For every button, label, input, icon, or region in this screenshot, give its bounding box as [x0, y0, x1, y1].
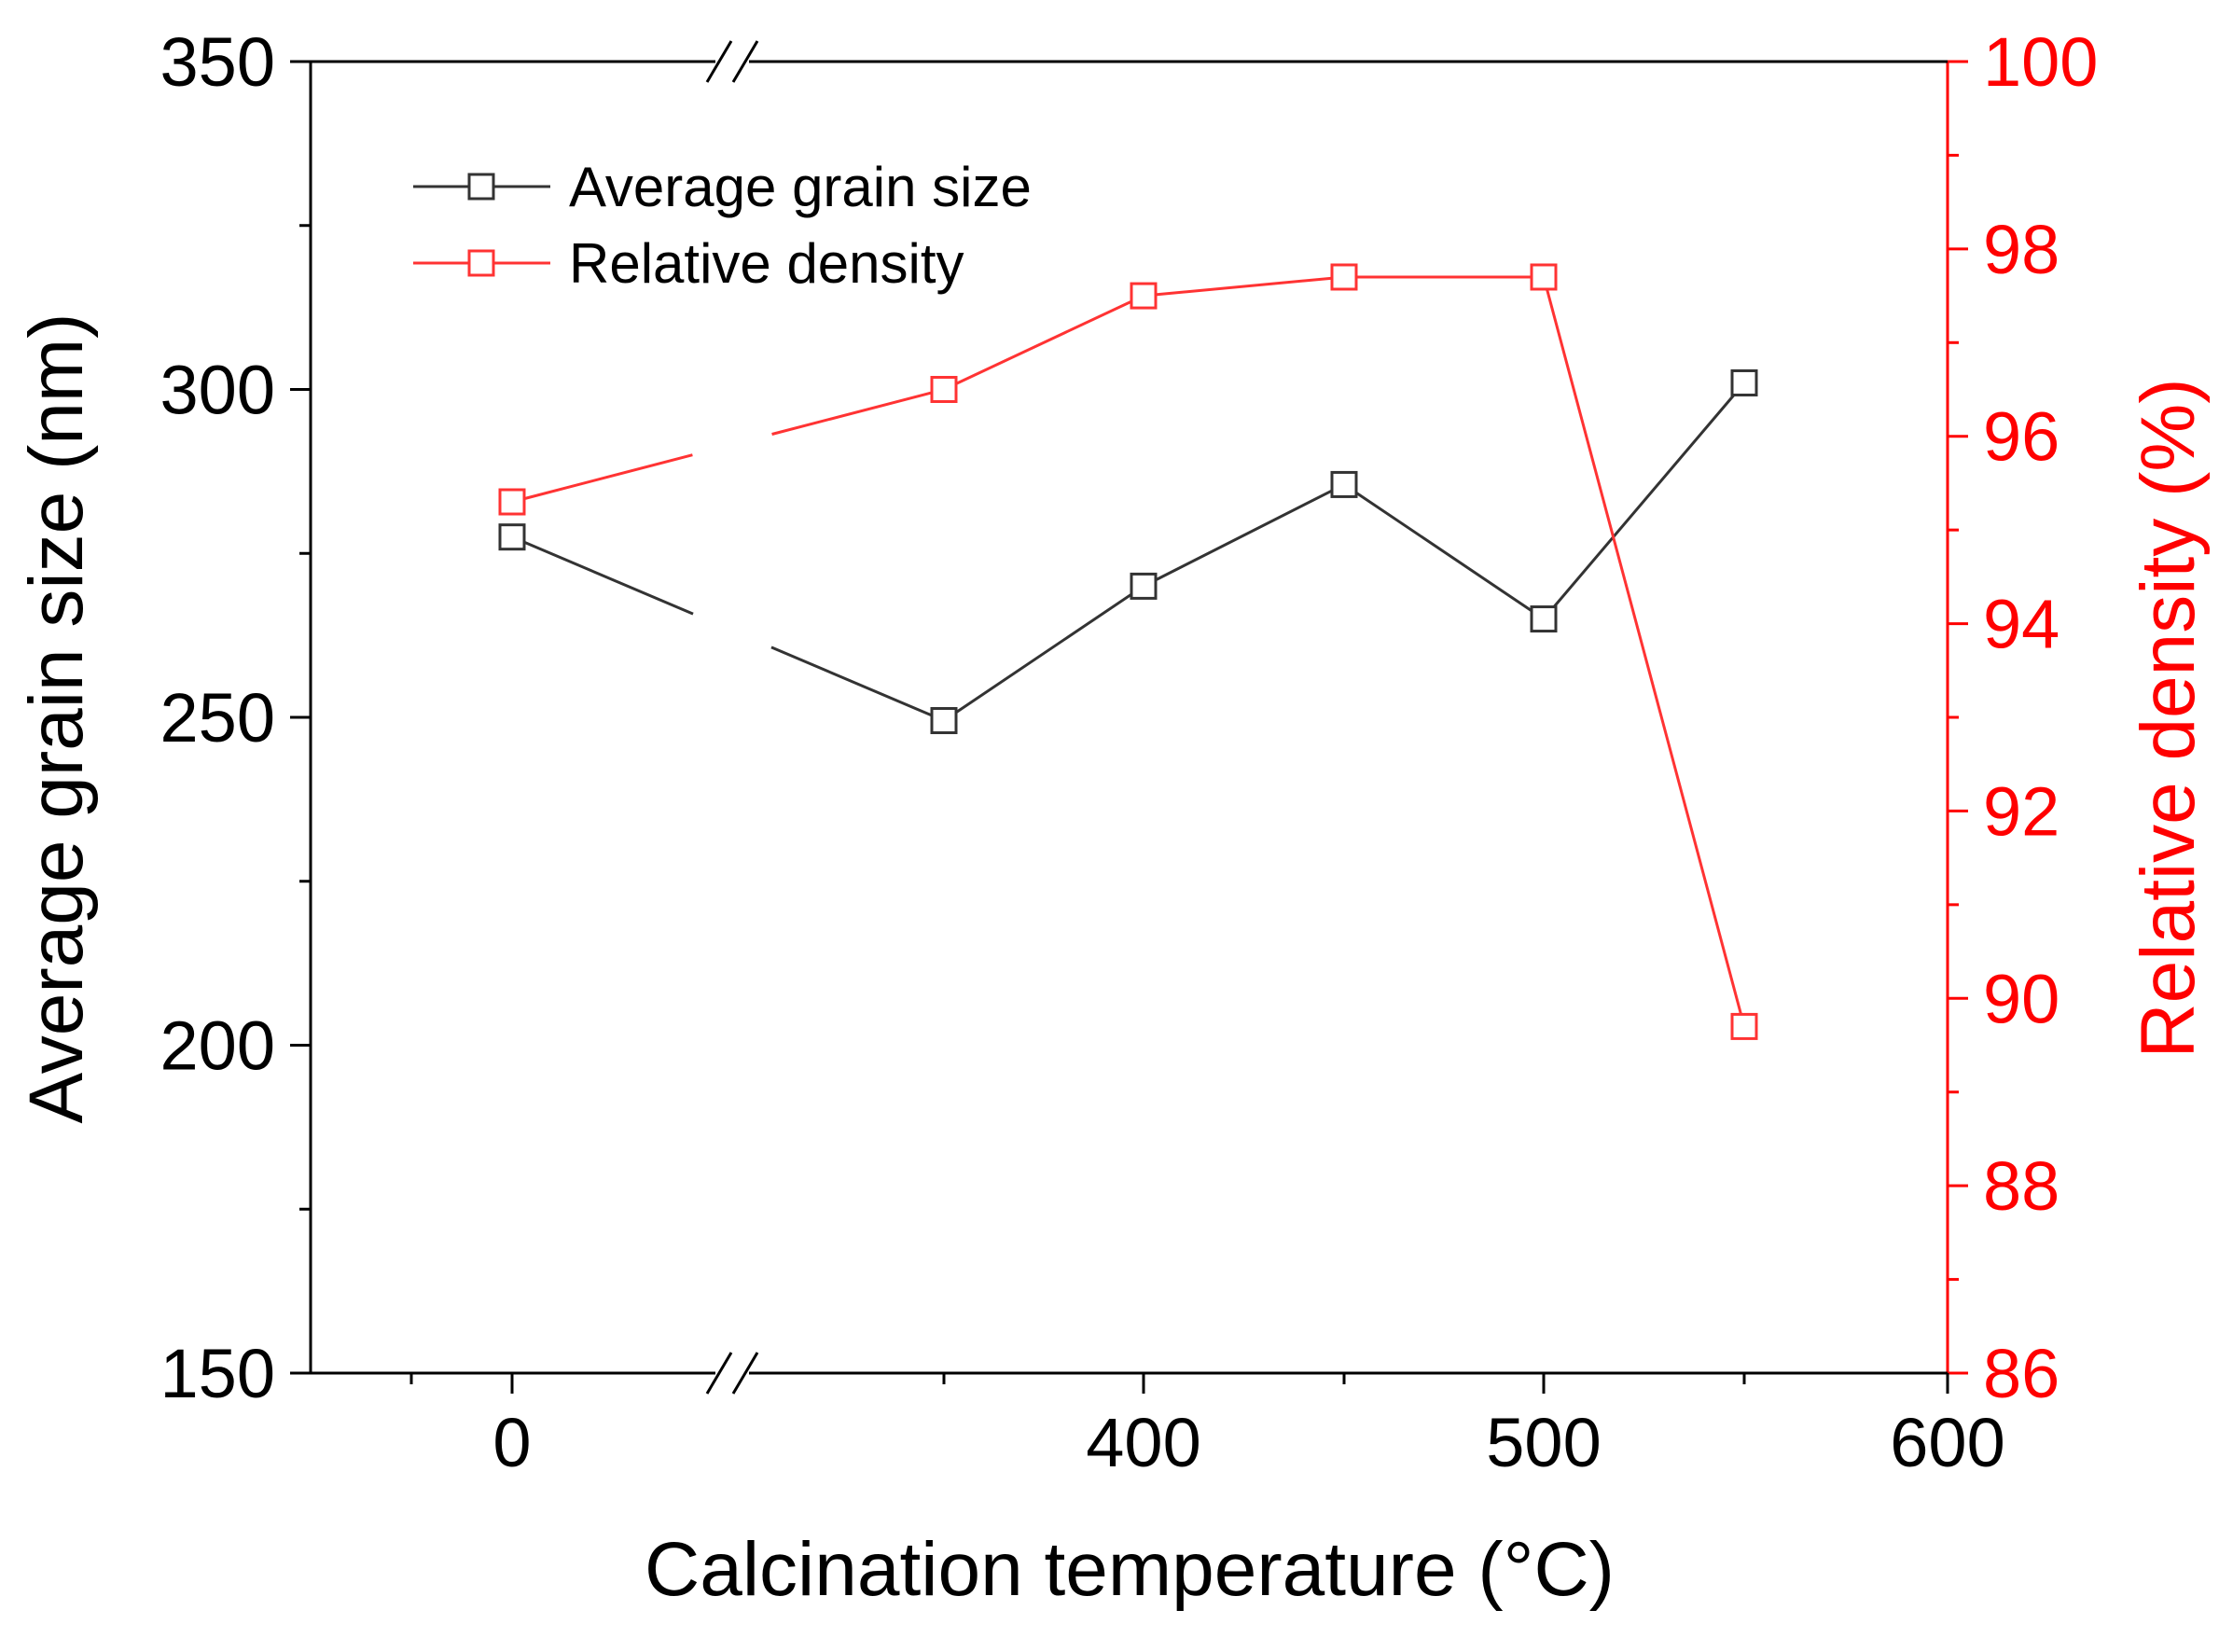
y-right-axis-title: Relative density (%) [2126, 378, 2211, 1058]
legend-label: Relative density [569, 232, 964, 295]
legend-marker [467, 249, 495, 277]
series-line-segment [1155, 276, 1333, 297]
series-line-segment [1352, 490, 1535, 614]
y-left-tick-label: 200 [160, 1007, 275, 1085]
x-tick-label: 500 [1486, 1404, 1601, 1481]
data-point-marker [1130, 572, 1158, 600]
y-left-tick-label: 350 [160, 23, 275, 101]
y-right-tick-label: 100 [1983, 23, 2098, 101]
axis-break-slash [705, 1352, 733, 1395]
y-left-tick-label: 150 [160, 1335, 275, 1412]
data-point-marker [498, 488, 526, 516]
plot-frame [309, 60, 1949, 1375]
axis-break-slash [705, 40, 733, 83]
y-left-tick-label: 300 [160, 352, 275, 429]
series-line-segment [952, 591, 1135, 715]
series-line-segment [1545, 288, 1743, 1016]
data-point-marker [930, 376, 958, 403]
series-line-segment [770, 646, 934, 717]
x-tick-label: 0 [492, 1404, 531, 1481]
data-point-marker [1530, 605, 1558, 633]
series-line-segment [771, 391, 933, 436]
axis-break-marks [705, 40, 759, 1395]
series-line-segment [1153, 488, 1335, 582]
y-right-tick-label: 86 [1983, 1335, 2060, 1412]
y-right-tick-label: 92 [1983, 772, 2060, 850]
legend: Average grain size Relative density [413, 156, 1032, 295]
x-tick-label: 600 [1890, 1404, 2004, 1481]
axis-ticks: 150 200 250 300 350 86 88 90 92 94 96 98 100 0 400 500 6… [160, 23, 2099, 1481]
x-tick-label: 400 [1086, 1404, 1200, 1481]
series-line-segment [1550, 391, 1738, 611]
data-point-marker [1130, 282, 1158, 310]
y-right-tick-label: 98 [1983, 211, 2060, 288]
data-point-marker [1330, 470, 1358, 498]
series-line-segment [954, 299, 1133, 386]
x-axis-title: Calcination temperature (°C) [645, 1527, 1615, 1612]
series-line-segment [523, 453, 693, 501]
y-right-tick-label: 94 [1983, 586, 2060, 663]
series-average-grain-size [498, 368, 1758, 735]
series-relative-density [498, 263, 1758, 1040]
data-point-marker [1330, 263, 1358, 291]
legend-label: Average grain size [569, 156, 1032, 218]
y-left-tick-label: 250 [160, 679, 275, 757]
data-point-marker [498, 523, 526, 551]
series-line-segment [522, 540, 694, 616]
legend-marker [467, 173, 495, 201]
data-point-marker [930, 707, 958, 735]
axis-break-slash [731, 40, 759, 83]
y-left-axis-title: Average grain size (nm) [14, 313, 99, 1124]
y-right-tick-label: 90 [1983, 960, 2060, 1037]
data-series [498, 263, 1758, 1040]
axis-break-slash [731, 1352, 759, 1395]
data-point-marker [1530, 263, 1558, 291]
y-right-tick-label: 88 [1983, 1147, 2060, 1225]
data-point-marker [1730, 368, 1758, 396]
y-right-tick-label: 96 [1983, 398, 2060, 476]
data-point-marker [1730, 1012, 1758, 1040]
